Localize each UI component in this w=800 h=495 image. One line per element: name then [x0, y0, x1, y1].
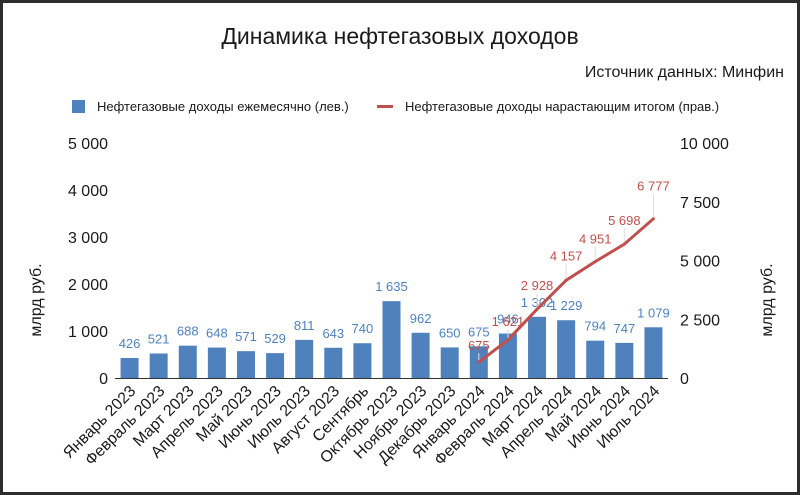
bar-label: 521: [148, 332, 170, 347]
line-label: 6 777: [637, 179, 670, 194]
line-point: [593, 260, 597, 264]
y-tick-left: 3 000: [68, 230, 108, 247]
source-note: Источник данных: Минфин: [584, 64, 784, 81]
bar: [557, 320, 576, 378]
bar-label: 962: [410, 311, 432, 326]
line-label: 4 157: [550, 248, 583, 263]
y-axis-title-right: млрд руб.: [759, 263, 776, 336]
bar-label: 811: [294, 318, 315, 333]
line-point: [506, 338, 510, 342]
legend-swatch-bar: [72, 100, 85, 113]
y-tick-left: 2 000: [68, 277, 108, 294]
bar: [178, 345, 197, 378]
bar-label: 571: [235, 329, 257, 344]
y-tick-right: 2 500: [680, 312, 720, 329]
y-tick-left: 1 000: [68, 324, 108, 341]
bar-label: 650: [439, 325, 461, 340]
bar: [266, 353, 285, 378]
bar-label: 747: [613, 321, 635, 336]
bar: [236, 351, 255, 378]
bar-label: 740: [352, 321, 374, 336]
bar: [586, 340, 605, 378]
line-point: [651, 217, 655, 221]
legend-label-cumulative: Нефтегазовые доходы нарастающим итогом (…: [405, 99, 720, 114]
bar-label: 946: [497, 312, 519, 327]
y-tick-right: 5 000: [680, 254, 720, 271]
bar-label: 426: [119, 336, 141, 351]
bar-label: 1 635: [375, 279, 408, 294]
bar: [411, 332, 430, 378]
bar: [382, 301, 401, 378]
bar-label: 688: [177, 324, 199, 339]
bar: [207, 347, 226, 378]
y-tick-left: 0: [99, 371, 108, 388]
bar-label: 794: [584, 319, 606, 334]
y-tick-right: 10 000: [680, 136, 729, 153]
bar: [353, 343, 372, 378]
bar: [528, 316, 547, 378]
bar: [120, 357, 139, 378]
bar-label: 1 229: [550, 298, 583, 313]
y-tick-left: 4 000: [68, 183, 108, 200]
line-label: 4 951: [579, 232, 612, 247]
bar: [644, 327, 663, 378]
legend-item-monthly: Нефтегазовые доходы ежемесячно (лев.): [72, 99, 349, 114]
bar-label: 1 079: [637, 305, 670, 320]
legend-label-monthly: Нефтегазовые доходы ежемесячно (лев.): [97, 99, 349, 114]
legend-item-cumulative: Нефтегазовые доходы нарастающим итогом (…: [377, 99, 719, 114]
line-label: 675: [468, 338, 490, 353]
y-tick-right: 0: [680, 371, 689, 388]
bar-label: 675: [468, 324, 490, 339]
y-axis-title-left: млрд руб.: [28, 263, 45, 336]
line-label: 2 928: [521, 278, 554, 293]
line-label: 5 698: [608, 213, 641, 228]
line-point: [564, 278, 568, 282]
bar: [324, 347, 343, 378]
line-point: [477, 360, 481, 364]
line-label: 1 621: [492, 314, 525, 329]
bar: [440, 347, 459, 378]
chart-title: Динамика нефтегазовых доходов: [221, 23, 579, 49]
bar: [149, 353, 168, 378]
y-tick-right: 7 500: [680, 195, 720, 212]
y-tick-left: 5 000: [68, 136, 108, 153]
line-point: [622, 242, 626, 246]
bar-label: 529: [264, 331, 286, 346]
bar-label: 648: [206, 326, 228, 341]
legend-swatch-line: [377, 105, 393, 108]
bar: [615, 342, 634, 378]
bar: [295, 339, 314, 378]
line-point: [535, 307, 539, 311]
bar-label: 643: [322, 326, 344, 341]
